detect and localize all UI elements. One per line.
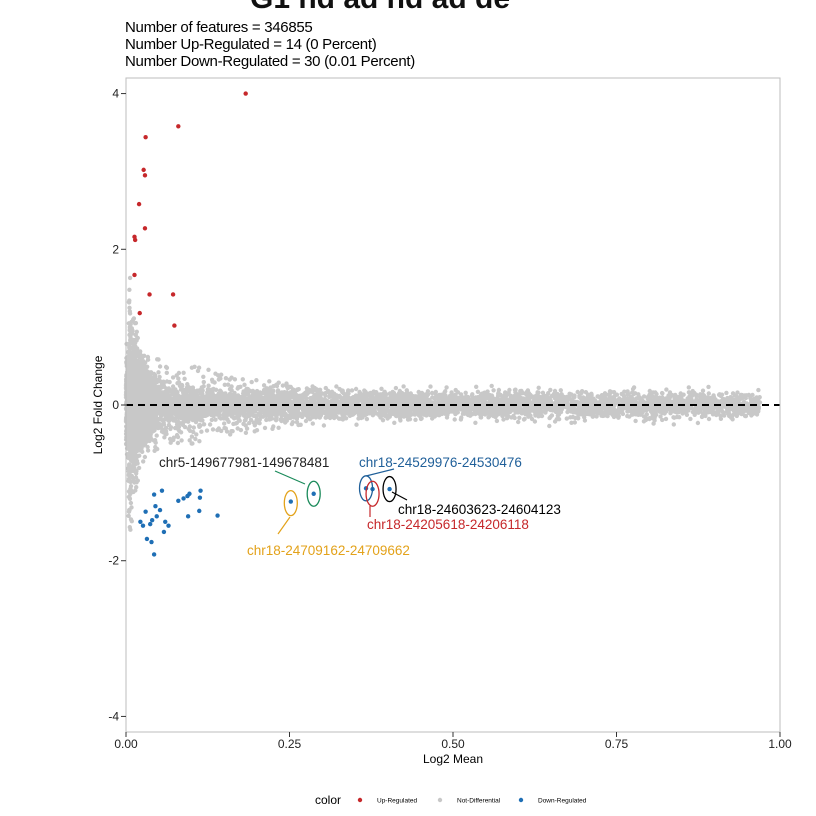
down-regulated-point [161, 529, 167, 535]
down-regulated-point [147, 521, 153, 527]
y-axis-label: Log2 Fold Change [91, 355, 105, 454]
up-regulated-point [132, 272, 137, 278]
y-tick-label: 4 [112, 87, 119, 101]
annotation-label: chr18-24529976-24530476 [359, 455, 522, 470]
up-regulated-point [136, 201, 142, 207]
x-axis-label: Log2 Mean [423, 752, 483, 766]
down-regulated-point [151, 492, 157, 497]
regulated-points [132, 91, 392, 557]
x-tick-label: 1.00 [768, 737, 792, 751]
down-regulated-point [138, 519, 143, 524]
annotation-ellipse [306, 480, 321, 507]
down-regulated-point [197, 495, 203, 500]
legend-swatch [357, 797, 363, 803]
down-regulated-point [185, 514, 191, 519]
down-regulated-point [149, 518, 155, 523]
legend-label: Not-Differential [457, 798, 501, 805]
annotation-label: chr18-24709162-24709662 [247, 543, 410, 558]
y-tick-label: -2 [108, 554, 119, 568]
not-differential-cloud [123, 275, 763, 532]
x-tick-label: 0.75 [605, 737, 629, 751]
annotation-label: chr18-24205618-24206118 [367, 517, 529, 532]
stat-features: Number of features = 346855 [125, 19, 313, 36]
annotation-connector [391, 491, 408, 501]
legend-label: Down-Regulated [538, 798, 587, 805]
down-regulated-point [215, 513, 220, 518]
down-regulated-point [387, 486, 392, 492]
annotation-connector [277, 516, 291, 535]
legend-swatch [518, 797, 524, 803]
up-regulated-point [132, 237, 138, 243]
annotation-label: chr5-149677981-149678481 [159, 455, 329, 470]
down-regulated-point [151, 552, 157, 557]
annotations: chr5-149677981-149678481 chr18-24529976-2… [159, 455, 561, 558]
down-regulated-point [288, 499, 294, 504]
y-tick-label: -4 [108, 709, 119, 723]
annotation-connector [274, 470, 306, 485]
down-regulated-point [144, 536, 150, 542]
up-regulated-point [141, 167, 146, 173]
x-tick-label: 0.00 [114, 737, 138, 751]
not-differential-points [123, 275, 763, 532]
up-regulated-point [170, 292, 176, 297]
down-regulated-point [143, 509, 148, 514]
legend-label: Up-Regulated [377, 798, 417, 805]
annotation-ellipse [283, 489, 298, 517]
down-regulated-point [176, 498, 181, 503]
down-regulated-point [181, 496, 186, 501]
legend: color Up-Regulated Not-Differential Down-Re… [315, 793, 587, 807]
up-regulated-point [176, 124, 181, 129]
x-tick-label: 0.25 [278, 737, 302, 751]
annotation-connector [365, 468, 395, 477]
down-regulated-point [187, 491, 192, 496]
down-regulated-point [153, 504, 158, 509]
down-regulated-point [166, 523, 171, 528]
down-regulated-point [311, 491, 316, 496]
up-regulated-point [142, 226, 148, 231]
axes: 0.00 0.25 0.50 0.75 1.00 -4 -2 0 2 4 Log2 Mean Log2… [91, 87, 792, 766]
annotation-label: chr18-24603623-24604123 [398, 502, 561, 517]
annotation-ellipse [365, 480, 380, 507]
annotation-ellipse [382, 475, 397, 503]
down-regulated-point [157, 507, 163, 513]
up-regulated-point [142, 173, 148, 178]
legend-swatch [437, 797, 443, 803]
down-regulated-point [149, 539, 154, 545]
up-regulated-point [137, 310, 142, 316]
y-tick-label: 2 [112, 242, 119, 256]
down-regulated-point [163, 519, 168, 524]
down-regulated-point [198, 488, 203, 493]
up-regulated-point [243, 91, 248, 96]
stat-up-regulated: Number Up-Regulated = 14 (0 Percent) [125, 36, 377, 53]
up-regulated-point [143, 134, 148, 140]
y-tick-label: 0 [112, 398, 119, 412]
down-regulated-point [197, 508, 202, 514]
x-tick-label: 0.50 [441, 737, 465, 751]
up-regulated-point [147, 292, 152, 297]
stat-down-regulated: Number Down-Regulated = 30 (0.01 Percent… [125, 53, 415, 70]
down-regulated-point [159, 488, 165, 493]
down-regulated-point [140, 523, 146, 528]
legend-title: color [315, 793, 341, 807]
up-regulated-point [172, 323, 177, 328]
title-fragment: G1 hd ad hd ad de [250, 0, 510, 16]
down-regulated-point [154, 514, 159, 519]
